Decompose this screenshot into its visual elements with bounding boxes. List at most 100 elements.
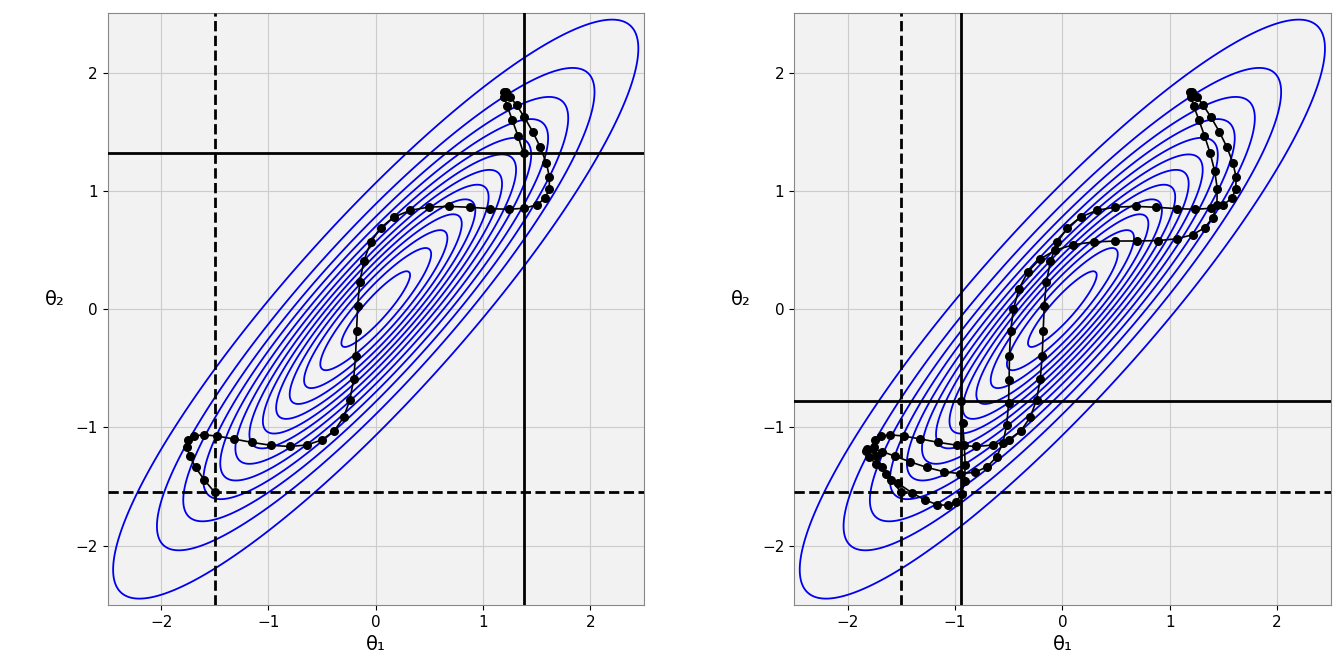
- Point: [370, 222, 391, 233]
- Point: [438, 201, 460, 212]
- Point: [1165, 203, 1187, 214]
- Point: [999, 350, 1020, 361]
- Point: [333, 412, 355, 423]
- Point: [493, 87, 515, 97]
- Point: [937, 500, 958, 511]
- Point: [185, 462, 207, 473]
- Point: [1105, 236, 1126, 247]
- Point: [996, 419, 1017, 430]
- Point: [917, 462, 938, 473]
- Point: [866, 451, 887, 462]
- Point: [899, 456, 921, 467]
- Point: [324, 425, 345, 436]
- Point: [1032, 326, 1054, 337]
- Point: [495, 87, 516, 97]
- Point: [1212, 200, 1234, 210]
- Point: [1025, 394, 1047, 405]
- Point: [1193, 222, 1215, 233]
- Point: [997, 435, 1019, 446]
- Point: [1193, 130, 1215, 141]
- Point: [934, 466, 956, 477]
- Point: [1226, 171, 1247, 182]
- Point: [1126, 236, 1148, 247]
- Point: [1208, 126, 1230, 137]
- Point: [312, 435, 333, 446]
- Point: [880, 429, 902, 440]
- Point: [1047, 237, 1068, 248]
- Point: [399, 205, 421, 216]
- Point: [513, 148, 535, 159]
- Point: [870, 431, 891, 442]
- Point: [1063, 239, 1085, 250]
- Point: [863, 442, 884, 452]
- Point: [1222, 157, 1243, 168]
- Point: [460, 202, 481, 212]
- X-axis label: θ₁: θ₁: [366, 635, 386, 654]
- Point: [1148, 235, 1169, 246]
- Point: [497, 204, 519, 214]
- Point: [1200, 112, 1222, 123]
- Point: [204, 487, 226, 498]
- Point: [179, 451, 200, 462]
- Point: [1040, 255, 1062, 266]
- Point: [349, 277, 371, 288]
- Point: [539, 183, 560, 194]
- Point: [177, 434, 199, 445]
- Point: [1008, 284, 1030, 294]
- Point: [977, 462, 999, 472]
- Point: [339, 394, 360, 405]
- Point: [914, 495, 935, 505]
- Point: [501, 114, 523, 125]
- Point: [1011, 425, 1032, 436]
- Point: [894, 431, 915, 442]
- Point: [207, 431, 228, 442]
- Point: [1000, 326, 1021, 337]
- Point: [530, 142, 551, 153]
- Point: [1028, 254, 1050, 265]
- Point: [1204, 166, 1226, 177]
- Point: [535, 157, 556, 168]
- Point: [383, 212, 405, 222]
- Point: [1070, 212, 1091, 222]
- Point: [964, 467, 985, 478]
- Point: [887, 478, 909, 489]
- Point: [871, 462, 892, 473]
- Y-axis label: θ₂: θ₂: [731, 290, 751, 309]
- Point: [856, 443, 878, 454]
- Point: [278, 441, 300, 452]
- Point: [910, 433, 931, 444]
- Point: [1216, 142, 1238, 153]
- Point: [866, 459, 887, 470]
- Point: [1192, 100, 1214, 111]
- Point: [999, 374, 1020, 385]
- Point: [1020, 412, 1042, 423]
- Point: [1180, 92, 1202, 103]
- Point: [1034, 300, 1055, 311]
- Point: [891, 487, 913, 498]
- Point: [1044, 245, 1066, 255]
- Point: [521, 126, 543, 137]
- Point: [855, 446, 876, 456]
- Point: [539, 171, 560, 182]
- Point: [496, 101, 517, 112]
- Point: [1220, 193, 1242, 204]
- Point: [500, 91, 521, 102]
- Point: [926, 499, 948, 510]
- Point: [223, 433, 245, 444]
- Point: [875, 468, 896, 479]
- Point: [880, 474, 902, 485]
- Point: [1056, 222, 1078, 233]
- Point: [864, 434, 886, 445]
- Point: [183, 431, 204, 442]
- Point: [945, 497, 966, 507]
- Point: [526, 200, 547, 210]
- Point: [946, 440, 968, 451]
- Point: [1207, 183, 1228, 194]
- Point: [862, 444, 883, 454]
- Point: [480, 203, 501, 214]
- Point: [859, 451, 880, 462]
- Point: [1036, 277, 1058, 288]
- Point: [1226, 183, 1247, 194]
- Point: [992, 437, 1013, 448]
- Point: [950, 395, 972, 406]
